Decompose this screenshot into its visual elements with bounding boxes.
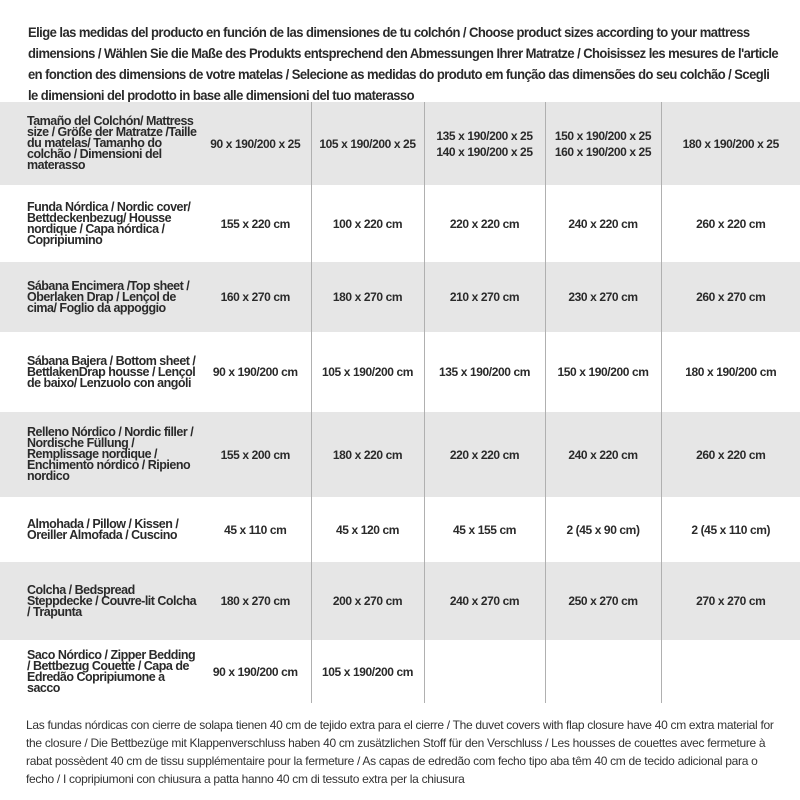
size-cell: 260 x 220 cm (660, 185, 800, 262)
header-col: 105 x 190/200 x 25 (310, 102, 424, 185)
intro-text: Elige las medidas del producto en funció… (28, 24, 779, 103)
footnote: Las fundas nórdicas con cierre de solapa… (26, 718, 774, 786)
size-cell: 210 x 270 cm (423, 262, 545, 332)
size-cell: 260 x 220 cm (660, 412, 800, 497)
size-cell: 160 x 270 cm (200, 262, 311, 332)
size-table: Tamaño del Colchón/ Mattress size / Größ… (0, 102, 800, 703)
table-row: Relleno Nórdico / Nordic filler / Nordis… (0, 412, 800, 497)
size-cell: 220 x 220 cm (423, 412, 545, 497)
header-label: Tamaño del Colchón/ Mattress size / Größ… (0, 102, 200, 185)
size-cell: 2 (45 x 90 cm) (544, 497, 661, 562)
size-cell: 250 x 270 cm (544, 562, 661, 640)
size-cell: 240 x 220 cm (544, 185, 661, 262)
header-row: Tamaño del Colchón/ Mattress size / Größ… (0, 102, 800, 185)
size-cell: 90 x 190/200 cm (212, 365, 298, 379)
header-col: 90 x 190/200 x 25 (200, 102, 311, 185)
size-cell: 105 x 190/200 cm (310, 640, 424, 703)
size-cell: 155 x 220 cm (220, 216, 291, 231)
size-cell: 230 x 270 cm (544, 262, 661, 332)
table-row: Saco Nórdico / Zipper Bedding / Bettbezu… (0, 640, 800, 703)
table-row: Funda Nórdica / Nordic cover/ Bettdecken… (0, 185, 800, 262)
size-cell (660, 640, 800, 703)
size-cell: 45 x 120 cm (310, 497, 424, 562)
size-cell: 180 x 220 cm (310, 412, 424, 497)
header-col: 150 x 190/200 x 25 160 x 190/200 x 25 (544, 102, 661, 185)
size-cell: 2 (45 x 110 cm) (660, 497, 800, 562)
size-cell (544, 640, 661, 703)
size-cell: 270 x 270 cm (660, 562, 800, 640)
size-cell: 180 x 270 cm (200, 562, 311, 640)
header-col: 135 x 190/200 x 25 140 x 190/200 x 25 (423, 102, 545, 185)
size-cell: 220 x 220 cm (423, 185, 545, 262)
table-row: Colcha / Bedspread Steppdecke / Couvre-l… (0, 562, 800, 640)
row-label: Sábana Encimera /Top sheet / Oberlaken D… (0, 262, 200, 332)
size-cell: 260 x 270 cm (660, 262, 800, 332)
size-cell: 45 x 155 cm (423, 497, 545, 562)
size-cell: 155 x 200 cm (200, 412, 311, 497)
row-label: Almohada / Pillow / Kissen / Oreiller Al… (27, 516, 179, 542)
size-cell: 200 x 270 cm (310, 562, 424, 640)
size-cell: 45 x 110 cm (224, 522, 287, 537)
size-cell: 135 x 190/200 cm (423, 332, 545, 412)
size-cell: 180 x 190/200 cm (660, 332, 800, 412)
size-cell: 180 x 270 cm (310, 262, 424, 332)
size-cell: 105 x 190/200 cm (310, 332, 424, 412)
table-row: Almohada / Pillow / Kissen / Oreiller Al… (0, 497, 800, 562)
row-label: Relleno Nórdico / Nordic filler / Nordis… (0, 412, 200, 497)
table-row: Sábana Encimera /Top sheet / Oberlaken D… (0, 262, 800, 332)
size-cell: 90 x 190/200 cm (212, 664, 298, 679)
row-label: Sábana Bajera / Bottom sheet / Bettlaken… (27, 353, 196, 390)
row-label: Saco Nórdico / Zipper Bedding / Bettbezu… (27, 647, 196, 695)
size-cell: 150 x 190/200 cm (544, 332, 661, 412)
size-cell: 100 x 220 cm (310, 185, 424, 262)
row-label: Colcha / Bedspread Steppdecke / Couvre-l… (0, 562, 200, 640)
header-col: 180 x 190/200 x 25 (660, 102, 800, 185)
row-label: Funda Nórdica / Nordic cover/ Bettdecken… (27, 199, 191, 247)
size-cell: 240 x 220 cm (544, 412, 661, 497)
size-cell: 240 x 270 cm (423, 562, 545, 640)
size-cell (423, 640, 545, 703)
table-row: Sábana Bajera / Bottom sheet / Bettlaken… (0, 332, 800, 412)
